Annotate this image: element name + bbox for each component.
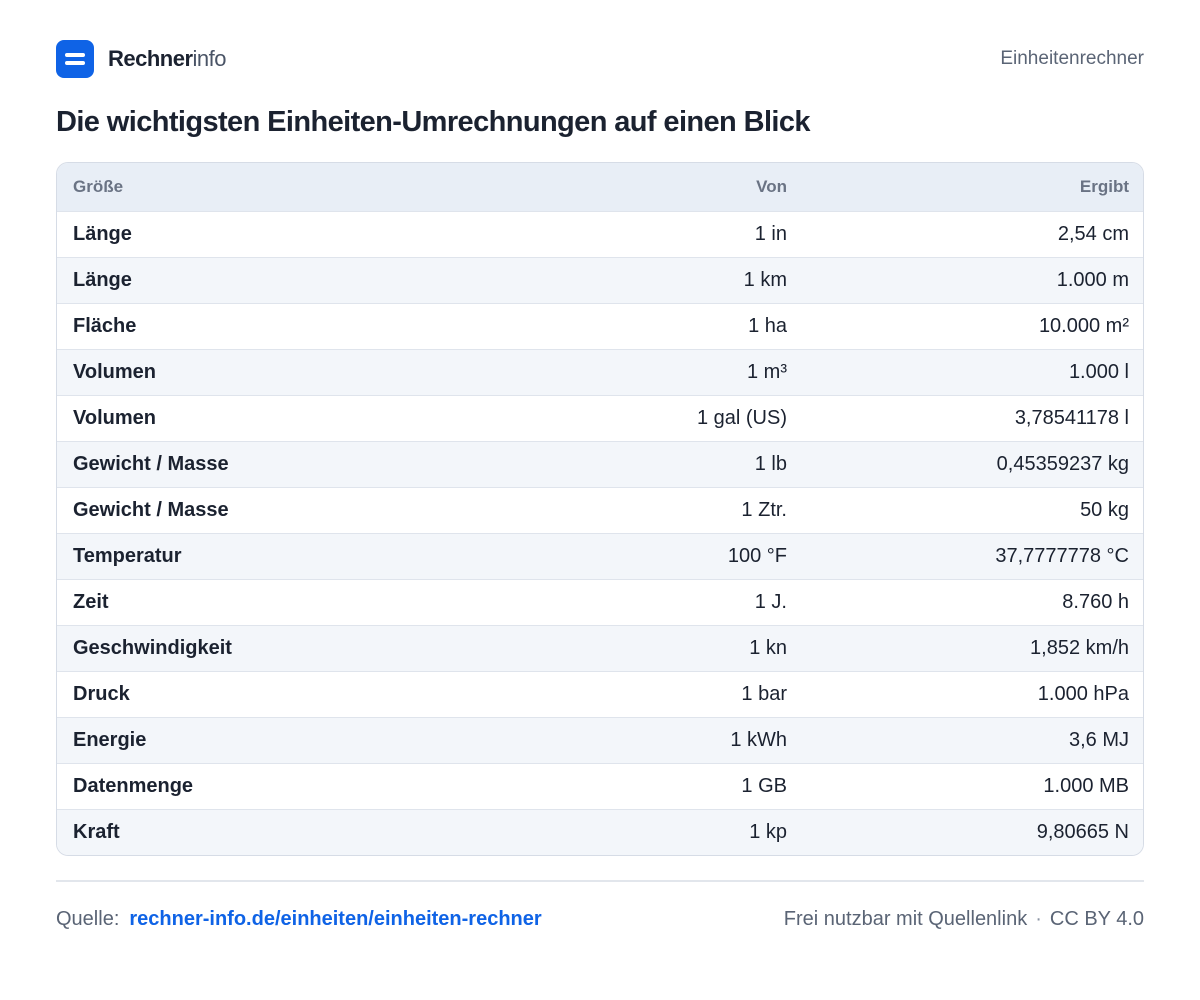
cell-quantity: Energie bbox=[73, 728, 147, 751]
cell-result: 1,852 km/h bbox=[1030, 636, 1129, 659]
cell-result: 2,54 cm bbox=[1057, 222, 1129, 245]
header-nav-link[interactable]: Einheitenrechner bbox=[1000, 48, 1144, 69]
cell-quantity: Gewicht / Masse bbox=[73, 498, 229, 521]
brand-name-light: info bbox=[192, 46, 227, 71]
cell-result: 1.000 MB bbox=[1043, 774, 1129, 797]
cell-result: 50 kg bbox=[1080, 498, 1129, 521]
table-row: Energie 1 kWh 3,6 MJ bbox=[57, 717, 1143, 763]
table-row: Länge 1 km 1.000 m bbox=[57, 257, 1143, 303]
cell-from: 1 J. bbox=[754, 590, 787, 613]
cell-quantity: Länge bbox=[73, 222, 132, 245]
cell-from: 100 °F bbox=[727, 544, 787, 567]
table-row: Länge 1 in 2,54 cm bbox=[57, 211, 1143, 257]
table-row: Kraft 1 kp 9,80665 N bbox=[57, 809, 1143, 855]
license-info: Frei nutzbar mit Quellenlink · CC BY 4.0 bbox=[784, 908, 1144, 931]
table-row: Temperatur 100 °F 37,7777778 °C bbox=[57, 533, 1143, 579]
cell-from: 1 km bbox=[743, 268, 787, 291]
cell-from: 1 lb bbox=[754, 452, 787, 475]
cell-from: 1 kn bbox=[749, 636, 787, 659]
table-row: Volumen 1 m³ 1.000 l bbox=[57, 349, 1143, 395]
column-header-from: Von bbox=[756, 176, 787, 196]
page-footer: Quelle: rechner-info.de/einheiten/einheit… bbox=[56, 904, 1144, 934]
cell-from: 1 GB bbox=[741, 774, 787, 797]
logo-icon bbox=[56, 40, 94, 78]
cell-result: 37,7777778 °C bbox=[995, 544, 1129, 567]
table-row: Geschwindigkeit 1 kn 1,852 km/h bbox=[57, 625, 1143, 671]
cell-quantity: Druck bbox=[73, 682, 130, 705]
license-name: CC BY 4.0 bbox=[1049, 907, 1144, 930]
cell-from: 1 kp bbox=[749, 820, 787, 843]
cell-quantity: Geschwindigkeit bbox=[73, 636, 232, 659]
cell-result: 9,80665 N bbox=[1036, 820, 1129, 843]
table-row: Volumen 1 gal (US) 3,78541178 l bbox=[57, 395, 1143, 441]
cell-result: 3,78541178 l bbox=[1014, 406, 1129, 429]
cell-result: 10.000 m² bbox=[1038, 314, 1129, 337]
source-attribution: Quelle: rechner-info.de/einheiten/einheit… bbox=[56, 908, 542, 931]
cell-quantity: Volumen bbox=[73, 406, 156, 429]
cell-from: 1 ha bbox=[748, 314, 787, 337]
cell-result: 1.000 m bbox=[1056, 268, 1129, 291]
source-label: Quelle: bbox=[56, 907, 120, 930]
cell-result: 3,6 MJ bbox=[1068, 728, 1129, 751]
cell-from: 1 in bbox=[754, 222, 787, 245]
cell-from: 1 gal (US) bbox=[696, 406, 787, 429]
brand-logo-link[interactable]: Rechnerinfo bbox=[56, 40, 227, 78]
source-link[interactable]: rechner-info.de/einheiten/einheiten-rech… bbox=[129, 907, 542, 930]
page-title: Die wichtigsten Einheiten-Umrechnungen a… bbox=[56, 106, 811, 138]
cell-quantity: Datenmenge bbox=[73, 774, 194, 797]
table-row: Fläche 1 ha 10.000 m² bbox=[57, 303, 1143, 349]
license-note: Frei nutzbar mit Quellenlink bbox=[783, 907, 1028, 930]
conversion-table: Größe Von Ergibt Länge 1 in 2,54 cm Länge 1 … bbox=[56, 162, 1144, 856]
brand-name-strong: Rechner bbox=[108, 46, 193, 71]
column-header-quantity: Größe bbox=[73, 176, 124, 196]
cell-result: 8.760 h bbox=[1062, 590, 1129, 613]
table-row: Gewicht / Masse 1 Ztr. 50 kg bbox=[57, 487, 1143, 533]
column-header-result: Ergibt bbox=[1079, 176, 1129, 196]
cell-quantity: Zeit bbox=[73, 590, 109, 613]
cell-quantity: Volumen bbox=[73, 360, 156, 383]
cell-from: 1 m³ bbox=[747, 360, 787, 383]
footer-separator: · bbox=[1035, 907, 1042, 930]
cell-quantity: Kraft bbox=[73, 820, 120, 843]
footer-divider bbox=[56, 880, 1144, 882]
table-row: Zeit 1 J. 8.760 h bbox=[57, 579, 1143, 625]
page-header: Rechnerinfo Einheitenrechner bbox=[56, 40, 1144, 78]
table-row: Druck 1 bar 1.000 hPa bbox=[57, 671, 1143, 717]
cell-from: 1 kWh bbox=[730, 728, 787, 751]
table-row: Gewicht / Masse 1 lb 0,45359237 kg bbox=[57, 441, 1143, 487]
cell-quantity: Länge bbox=[73, 268, 132, 291]
cell-result: 1.000 l bbox=[1068, 360, 1129, 383]
table-row: Datenmenge 1 GB 1.000 MB bbox=[57, 763, 1143, 809]
table-header-row: Größe Von Ergibt bbox=[57, 163, 1143, 211]
cell-quantity: Temperatur bbox=[73, 544, 182, 567]
cell-result: 0,45359237 kg bbox=[996, 452, 1129, 475]
brand-name: Rechnerinfo bbox=[108, 46, 227, 72]
cell-from: 1 Ztr. bbox=[741, 498, 787, 521]
cell-from: 1 bar bbox=[741, 682, 787, 705]
cell-result: 1.000 hPa bbox=[1037, 682, 1129, 705]
cell-quantity: Fläche bbox=[73, 314, 137, 337]
cell-quantity: Gewicht / Masse bbox=[73, 452, 229, 475]
